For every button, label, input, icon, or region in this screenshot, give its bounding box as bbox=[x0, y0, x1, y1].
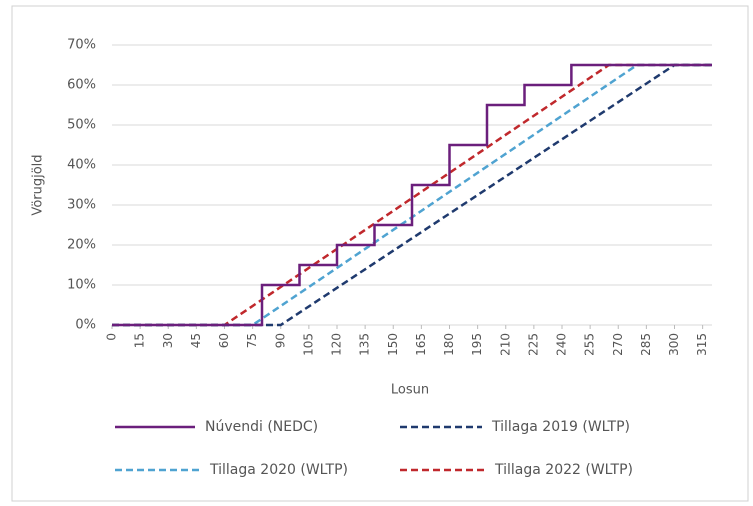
x-tick-label: 60 bbox=[217, 333, 231, 348]
x-tick-label: 165 bbox=[414, 333, 428, 356]
x-tick-label: 120 bbox=[330, 333, 344, 356]
x-tick-label: 300 bbox=[667, 333, 681, 356]
x-tick-label: 270 bbox=[611, 333, 625, 356]
x-tick-label: 225 bbox=[526, 333, 540, 356]
x-tick-label: 180 bbox=[442, 333, 456, 356]
y-tick-label: 0% bbox=[75, 318, 96, 333]
x-tick-label: 0 bbox=[105, 333, 119, 341]
series-line bbox=[112, 63, 712, 327]
legend-label: Tillaga 2019 (WLTP) bbox=[491, 419, 630, 435]
x-axis-label: Losun bbox=[391, 383, 429, 398]
y-tick-label: 20% bbox=[67, 238, 96, 253]
x-tick-label: 30 bbox=[161, 333, 175, 348]
legend-label: Tillaga 2020 (WLTP) bbox=[209, 462, 348, 478]
x-tick-label: 75 bbox=[245, 333, 259, 348]
x-tick-label: 285 bbox=[639, 333, 653, 356]
x-tick-label: 195 bbox=[470, 333, 484, 356]
y-axis-label: Vörugjöld bbox=[31, 154, 46, 215]
x-tick-label: 45 bbox=[189, 333, 203, 348]
y-tick-label: 50% bbox=[67, 118, 96, 133]
x-tick-label: 255 bbox=[583, 333, 597, 356]
x-tick-label: 90 bbox=[273, 333, 287, 348]
x-tick-label: 240 bbox=[555, 333, 569, 356]
y-tick-label: 60% bbox=[67, 78, 96, 93]
y-tick-label: 70% bbox=[67, 38, 96, 53]
y-tick-label: 30% bbox=[67, 198, 96, 213]
x-tick-label: 15 bbox=[133, 333, 147, 348]
x-tick-label: 105 bbox=[301, 333, 315, 356]
x-tick-label: 135 bbox=[358, 333, 372, 356]
y-tick-label: 10% bbox=[67, 278, 96, 293]
x-tick-label: 315 bbox=[695, 333, 709, 356]
legend-label: Núvendi (NEDC) bbox=[205, 419, 318, 435]
x-tick-label: 210 bbox=[498, 333, 512, 356]
y-tick-label: 40% bbox=[67, 158, 96, 173]
legend-label: Tillaga 2022 (WLTP) bbox=[494, 462, 633, 478]
chart-frame bbox=[11, 5, 749, 502]
x-tick-label: 150 bbox=[386, 333, 400, 356]
